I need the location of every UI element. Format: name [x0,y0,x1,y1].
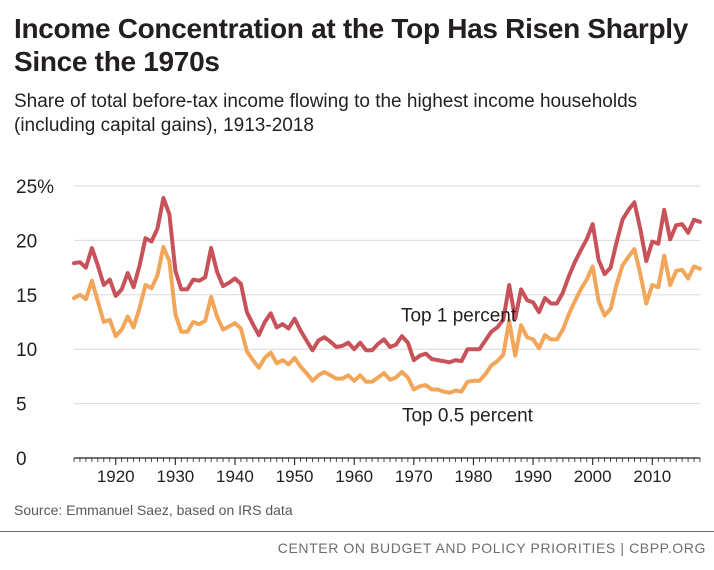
series-line-top-0-5-percent [72,244,702,395]
series-lines [72,196,702,395]
chart-subtitle: Share of total before-tax income flowing… [14,91,638,136]
line-chart: 0 5 10 15 20 25% 1920 1930 1940 1950 1960 1970 1980… [16,177,702,486]
footer-divider [0,531,714,532]
x-axis-tick-labels: 1920 1930 1940 1950 1960 1970 1980 1990 2000 2010 [97,467,671,486]
source-note: Source: Emmanuel Saez, based on IRS data [14,502,293,518]
y-tick-label-20: 20 [16,231,37,252]
series-line-top-1-percent [72,196,702,365]
series-label-top-0-5-percent: Top 0.5 percent [402,405,534,426]
x-tick-label-1940: 1940 [216,467,254,486]
x-tick-label-1980: 1980 [455,467,493,486]
y-tick-label-25: 25% [16,177,54,198]
footer-credit: CENTER ON BUDGET AND POLICY PRIORITIES |… [277,540,706,556]
y-tick-label-0: 0 [16,449,27,470]
chart-title: Income Concentration at the Top Has Rise… [14,13,689,77]
y-tick-label-10: 10 [16,340,37,361]
x-tick-label-1930: 1930 [156,467,194,486]
x-axis [73,457,701,465]
x-tick-label-1970: 1970 [395,467,433,486]
y-tick-label-15: 15 [16,286,37,307]
series-labels: Top 1 percent Top 0.5 percent [401,305,534,426]
x-tick-label-1950: 1950 [276,467,314,486]
x-tick-label-2010: 2010 [633,467,671,486]
x-tick-label-1920: 1920 [97,467,135,486]
x-tick-label-1960: 1960 [335,467,373,486]
x-tick-label-1990: 1990 [514,467,552,486]
series-label-top-1-percent: Top 1 percent [401,305,517,326]
y-axis-tick-labels: 0 5 10 15 20 25% [16,177,54,470]
x-tick-label-2000: 2000 [574,467,612,486]
y-tick-label-5: 5 [16,395,27,416]
